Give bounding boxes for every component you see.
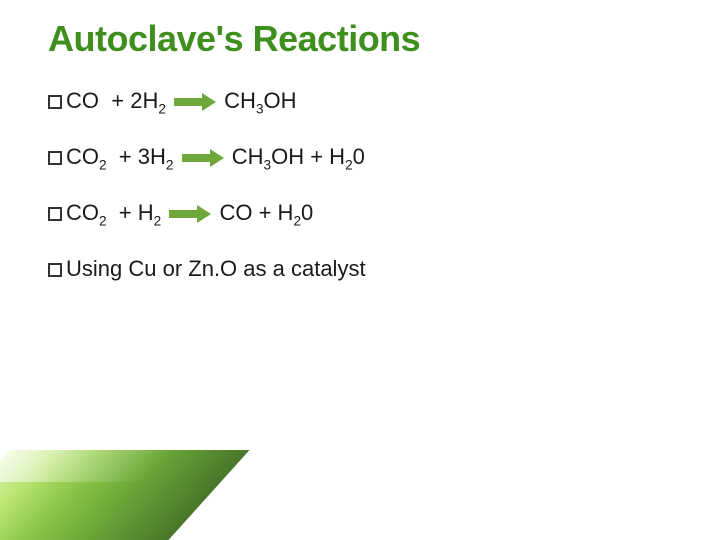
- bullet-icon: [48, 207, 62, 221]
- bullet-icon: [48, 151, 62, 165]
- bullet-icon: [48, 95, 62, 109]
- bullet-icon: [48, 263, 62, 277]
- arrow-icon: [174, 95, 216, 109]
- note-line: Using Cu or Zn.O as a catalyst: [48, 256, 672, 282]
- equation-3: CO2 + H2 CO + H20: [66, 200, 313, 226]
- equation-line: CO + 2H2 CH3OH: [48, 88, 672, 114]
- arrow-icon: [169, 207, 211, 221]
- slide: Autoclave's Reactions CO + 2H2 CH3OH CO2…: [0, 0, 720, 540]
- equation-1: CO + 2H2 CH3OH: [66, 88, 297, 114]
- bullet-list: CO + 2H2 CH3OH CO2 + 3H2 CH3OH + H20: [48, 88, 672, 282]
- slide-title: Autoclave's Reactions: [48, 18, 672, 60]
- equation-2: CO2 + 3H2 CH3OH + H20: [66, 144, 365, 170]
- catalyst-note: Using Cu or Zn.O as a catalyst: [66, 256, 366, 282]
- arrow-icon: [182, 151, 224, 165]
- equation-line: CO2 + H2 CO + H20: [48, 200, 672, 226]
- corner-accent-highlight: [0, 448, 175, 482]
- equation-line: CO2 + 3H2 CH3OH + H20: [48, 144, 672, 170]
